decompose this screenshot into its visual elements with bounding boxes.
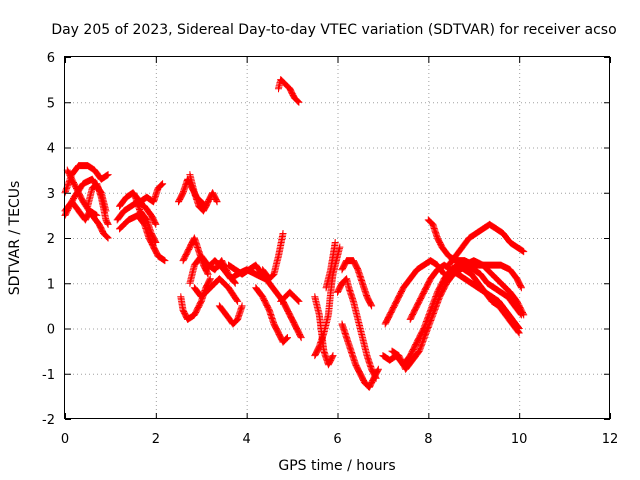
data-track <box>338 257 376 310</box>
grid-lines <box>65 57 610 419</box>
data-track <box>275 76 303 106</box>
data-track <box>252 284 291 346</box>
data-marker-path <box>186 171 221 215</box>
y-tick-label: 4 <box>47 142 55 157</box>
x-tick-label: 2 <box>152 432 160 447</box>
data-series <box>61 76 528 391</box>
data-track <box>452 257 528 319</box>
x-tick-labels: 0 2 4 6 8 10 12 <box>61 432 618 447</box>
data-marker-path <box>177 275 214 323</box>
data-marker-path <box>334 275 380 382</box>
data-marker-path <box>338 257 376 310</box>
data-marker-path <box>275 76 303 106</box>
data-track <box>277 288 303 305</box>
data-marker-path <box>277 288 303 305</box>
x-tick-label: 4 <box>243 432 251 447</box>
x-tick-label: 0 <box>61 432 69 447</box>
data-track <box>334 275 380 382</box>
data-track <box>177 275 214 323</box>
data-marker-path <box>84 180 112 228</box>
data-track <box>190 275 242 305</box>
data-track <box>338 320 382 391</box>
data-track <box>259 230 287 283</box>
data-marker-path <box>445 220 528 269</box>
y-tick-labels: -2 -1 0 1 2 3 4 5 6 <box>42 51 55 428</box>
data-marker-path <box>190 275 242 305</box>
data-track <box>116 211 169 265</box>
data-track <box>131 193 160 246</box>
x-tick-label: 8 <box>424 432 432 447</box>
y-tick-label: 2 <box>47 232 55 247</box>
y-tick-label: 3 <box>47 187 55 202</box>
data-track <box>381 257 448 328</box>
y-tick-label: -1 <box>42 368 55 383</box>
x-axis-title: GPS time / hours <box>278 458 395 474</box>
data-points <box>61 76 528 391</box>
data-marker-path <box>252 284 291 346</box>
x-tick-label: 12 <box>602 432 619 447</box>
data-track <box>84 180 112 228</box>
data-track <box>215 302 246 328</box>
data-marker-path <box>215 302 246 328</box>
y-tick-label: 6 <box>47 51 55 66</box>
chart-title: Day 205 of 2023, Sidereal Day-to-day VTE… <box>51 22 616 38</box>
axis-ticks <box>65 57 611 420</box>
y-tick-label: 0 <box>47 323 55 338</box>
y-axis-title: SDTVAR / TECUs <box>7 181 23 296</box>
y-tick-label: 1 <box>47 277 55 292</box>
y-tick-label: 5 <box>47 96 55 111</box>
data-marker-path <box>381 257 448 328</box>
data-marker-path <box>452 257 528 319</box>
x-tick-label: 10 <box>511 432 528 447</box>
data-marker-path <box>322 239 339 292</box>
data-marker-path <box>259 230 287 283</box>
data-marker-path <box>116 211 169 265</box>
data-track <box>322 239 339 292</box>
x-tick-label: 6 <box>333 432 341 447</box>
data-track <box>445 220 528 269</box>
plot-frame <box>64 56 610 419</box>
data-marker-path <box>131 193 160 246</box>
data-track <box>186 171 221 215</box>
data-marker-path <box>338 320 382 391</box>
y-tick-label: -2 <box>42 413 55 428</box>
